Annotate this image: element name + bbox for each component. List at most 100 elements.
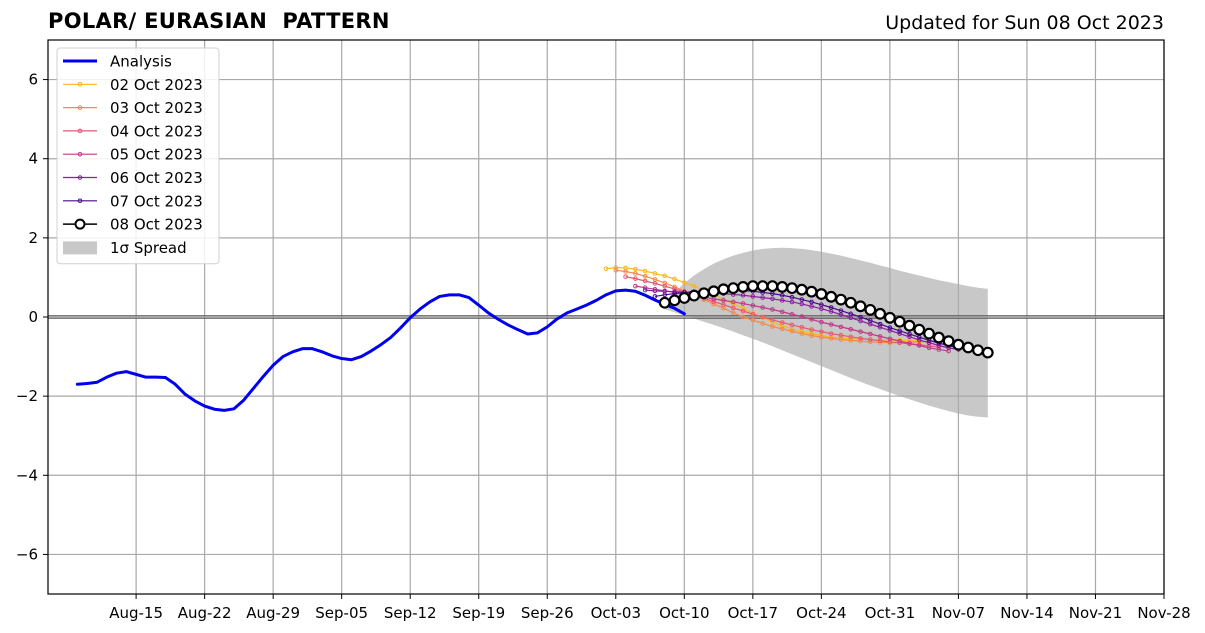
forecast-point bbox=[877, 321, 883, 327]
forecast-point bbox=[828, 322, 834, 327]
forecast-point bbox=[981, 346, 994, 359]
forecast-point bbox=[799, 331, 805, 336]
forecast-point bbox=[972, 344, 984, 357]
forecast-point bbox=[740, 301, 746, 306]
forecast-point bbox=[740, 292, 746, 298]
forecast-point bbox=[658, 296, 671, 309]
forecast-point bbox=[642, 285, 648, 291]
forecast-point bbox=[697, 287, 710, 300]
forecast-point bbox=[838, 308, 844, 313]
forecast-point bbox=[672, 276, 677, 282]
forecast-point bbox=[809, 327, 814, 332]
forecast-point bbox=[779, 298, 785, 303]
legend-label: 07 Oct 2023 bbox=[110, 192, 203, 210]
forecast-point bbox=[835, 293, 847, 306]
forecast-point bbox=[776, 281, 789, 293]
legend-item: 07 Oct 2023 bbox=[63, 192, 203, 210]
forecast-point bbox=[952, 338, 965, 351]
forecast-point bbox=[864, 303, 877, 316]
forecast-point bbox=[854, 300, 867, 313]
forecast-point bbox=[662, 283, 668, 289]
forecast-point bbox=[805, 285, 818, 298]
forecast-point bbox=[838, 324, 844, 330]
forecast-point bbox=[907, 331, 912, 337]
y-tick-label: 0 bbox=[28, 308, 38, 326]
forecast-point bbox=[642, 278, 648, 284]
x-tick-label: Oct-03 bbox=[591, 604, 641, 622]
forecast-point bbox=[868, 337, 873, 342]
legend-label: 08 Oct 2023 bbox=[110, 216, 203, 234]
forecast-point bbox=[691, 283, 697, 289]
updated-date: Updated for Sun 08 Oct 2023 bbox=[885, 12, 1164, 34]
analysis-line bbox=[75, 288, 686, 412]
y-tick-label: −6 bbox=[16, 545, 38, 563]
forecast-point bbox=[848, 311, 854, 317]
legend-item: 06 Oct 2023 bbox=[63, 169, 203, 187]
legend-marker bbox=[77, 198, 83, 204]
forecast-point bbox=[907, 341, 912, 346]
legend-marker bbox=[77, 105, 83, 110]
x-tick-label: Oct-24 bbox=[796, 604, 846, 622]
forecast-point bbox=[848, 334, 854, 340]
forecast-point bbox=[789, 311, 795, 317]
forecast-point bbox=[819, 334, 824, 340]
forecast-point bbox=[887, 336, 893, 342]
forecast-point bbox=[819, 319, 824, 325]
forecast-point bbox=[786, 282, 798, 295]
forecast-line bbox=[625, 276, 939, 348]
forecast-point bbox=[642, 287, 648, 293]
x-tick-label: Oct-31 bbox=[865, 604, 915, 622]
forecast-point bbox=[789, 322, 795, 328]
forecast-point bbox=[750, 303, 756, 308]
x-tick-label: Sep-05 bbox=[315, 604, 368, 622]
forecast-point bbox=[825, 290, 838, 303]
forecast-point bbox=[874, 307, 887, 320]
legend: Analysis 02 Oct 2023 03 Oct 2023 04 Oct 202… bbox=[56, 47, 220, 265]
y-tick-label: 4 bbox=[28, 150, 38, 168]
forecast-point bbox=[721, 298, 726, 303]
legend-marker bbox=[77, 175, 83, 180]
forecast-point bbox=[942, 335, 955, 348]
legend-item: 08 Oct 2023 bbox=[63, 216, 203, 234]
forecast-point bbox=[815, 288, 828, 300]
forecast-line bbox=[615, 269, 930, 344]
forecast-point bbox=[770, 307, 775, 312]
forecast-point bbox=[760, 295, 765, 300]
y-tick-label: 6 bbox=[28, 71, 38, 89]
forecast-point bbox=[897, 328, 902, 334]
forecast-point bbox=[727, 282, 740, 295]
forecast-point bbox=[819, 329, 824, 334]
legend-marker bbox=[77, 151, 83, 157]
forecast-point bbox=[858, 314, 863, 320]
forecast-point bbox=[633, 283, 638, 289]
forecast-point bbox=[766, 280, 779, 293]
forecast-point bbox=[903, 319, 916, 332]
forecast-point bbox=[750, 311, 756, 317]
x-tick-label: Sep-12 bbox=[384, 604, 437, 622]
forecast-point bbox=[633, 271, 638, 276]
forecast-point bbox=[737, 281, 749, 293]
forecast-point bbox=[750, 294, 756, 299]
forecast-point bbox=[779, 320, 785, 325]
forecast-point bbox=[897, 338, 902, 344]
forecast-point bbox=[770, 317, 775, 323]
forecast-point bbox=[750, 317, 756, 323]
forecast-point bbox=[642, 273, 648, 279]
axis-layer: Aug-15 Aug-22 Aug-29 Sep-05 Sep-12 Sep-19 Sep-… bbox=[16, 39, 1191, 622]
legend-item: 05 Oct 2023 bbox=[63, 146, 203, 164]
forecast-point bbox=[662, 273, 668, 279]
forecast-point bbox=[913, 323, 926, 336]
forecast-point bbox=[633, 276, 638, 281]
forecast-point bbox=[652, 281, 658, 286]
page-title: POLAR/ EURASIAN PATTERN bbox=[48, 9, 390, 33]
forecast-point bbox=[740, 308, 746, 314]
forecast-point bbox=[730, 299, 736, 305]
forecast-point bbox=[962, 341, 975, 354]
forecast-point bbox=[809, 304, 814, 309]
forecast-point bbox=[926, 345, 932, 351]
forecast-point bbox=[779, 326, 785, 332]
legend-marker bbox=[74, 218, 86, 230]
forecast-point bbox=[756, 280, 769, 293]
x-tick-label: Aug-15 bbox=[109, 604, 163, 622]
forecast-point bbox=[730, 310, 736, 315]
